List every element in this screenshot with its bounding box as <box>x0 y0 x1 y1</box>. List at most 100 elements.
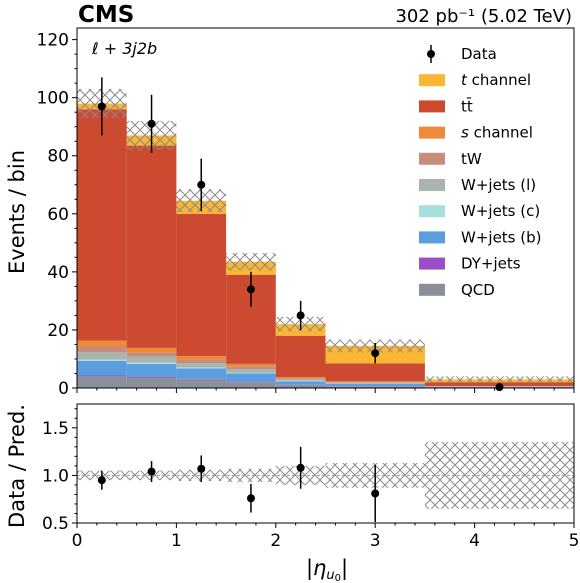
stack-bar <box>275 381 326 385</box>
stack-bar <box>77 375 127 377</box>
unc-box <box>424 376 574 383</box>
data-point <box>246 285 255 294</box>
data-point <box>296 311 305 320</box>
stack-bar <box>325 363 425 382</box>
y-tick-label: 60 <box>47 205 69 225</box>
legend-entry: DY+jets <box>419 255 521 273</box>
stack-bar <box>77 376 127 388</box>
legend-label: tt̄ <box>461 97 473 116</box>
y-tick-label: 120 <box>37 31 69 51</box>
ratio-panel: 0.5 1.0 1.5 0 1 2 3 4 5 <box>42 403 579 551</box>
ratio-y-ticks: 0.5 1.0 1.5 <box>42 408 77 534</box>
luminosity-label: 302 pb⁻¹ (5.02 TeV) <box>395 6 572 27</box>
stack-bar <box>275 376 326 379</box>
legend-entry: Data <box>427 45 497 63</box>
main-panel: 0 20 40 60 80 100 120 <box>37 27 575 399</box>
category-label: ℓ + 3j2b <box>91 39 157 58</box>
stack-bar <box>275 380 326 382</box>
experiment-label: CMS <box>78 2 134 28</box>
x-tick-label: 3 <box>370 531 381 551</box>
stack-bar <box>77 361 127 376</box>
legend-entry: tW <box>419 150 482 168</box>
stack-bar <box>325 382 425 384</box>
ratio-unc-box <box>226 468 276 483</box>
stack-bar <box>226 366 276 370</box>
ratio-point <box>147 467 156 476</box>
ratio-y-axis-label: Data / Pred. <box>5 404 29 528</box>
ratio-point <box>246 494 255 503</box>
stack-bar <box>126 352 177 357</box>
legend-label: DY+jets <box>461 255 521 273</box>
main-x-ticks <box>76 388 575 393</box>
unc-box <box>226 253 276 271</box>
legend-swatch <box>419 205 445 218</box>
data-point <box>197 180 206 189</box>
stack-bar <box>275 378 326 380</box>
y-tick-label: 40 <box>47 263 69 283</box>
legend-swatch <box>419 126 445 139</box>
legend-swatch <box>419 179 445 191</box>
series-tt- <box>77 109 574 386</box>
stack-bar <box>126 362 177 364</box>
y-tick-label: 100 <box>37 89 69 109</box>
legend-entry: W+jets (b) <box>419 228 542 246</box>
stack-bar <box>176 378 227 380</box>
series-w-jets-b- <box>77 361 574 388</box>
ratio-point <box>371 489 380 498</box>
stack-bar <box>176 213 227 357</box>
legend-label: s channel <box>461 124 533 142</box>
legend-label: W+jets (b) <box>461 228 542 246</box>
ratio-frame <box>76 403 575 524</box>
stack-bar <box>275 335 326 377</box>
stack-bar <box>176 379 227 388</box>
stack-bar <box>126 145 177 348</box>
data-points <box>97 77 504 392</box>
x-axis-label: |ηu0| <box>306 556 348 583</box>
stack-bar <box>226 372 276 374</box>
legend-marker <box>427 50 435 58</box>
y-tick-label: 80 <box>47 147 69 167</box>
y-tick-label: 0 <box>58 379 69 399</box>
stack-bar <box>77 352 127 360</box>
ratio-y-tick-label: 1.0 <box>42 466 69 486</box>
stack-bar <box>126 363 177 377</box>
stack-bar <box>77 109 127 341</box>
legend-label: W+jets (c) <box>461 202 540 220</box>
main-y-ticks: 0 20 40 60 80 100 120 <box>37 31 77 399</box>
legend-entry: t channel <box>419 71 531 89</box>
series-w-jets-c- <box>77 359 425 384</box>
stack-bar <box>226 382 276 388</box>
stack-bar <box>226 363 276 367</box>
stack-bar <box>176 368 227 379</box>
stack-bar <box>176 363 227 368</box>
legend-label: QCD <box>461 281 495 299</box>
legend-label: t channel <box>461 71 531 89</box>
legend-swatch <box>419 100 445 113</box>
x-tick-label: 0 <box>72 531 83 551</box>
stack-bar <box>77 359 127 361</box>
legend-label: W+jets (l) <box>461 176 536 194</box>
ratio-point <box>197 464 206 473</box>
legend-label: Data <box>461 45 497 63</box>
y-tick-label: 20 <box>47 321 69 341</box>
legend: Data t channel tt̄ s channel tW W+jets (l) W+j… <box>419 45 542 299</box>
legend-entry: W+jets (c) <box>419 202 540 220</box>
ratio-points <box>97 446 380 523</box>
legend-swatch <box>419 231 445 244</box>
ratio-y-tick-label: 1.5 <box>42 419 69 439</box>
stack-bar <box>77 340 127 347</box>
x-tick-label: 1 <box>171 531 182 551</box>
legend-entry: s channel <box>419 124 533 142</box>
data-point <box>97 102 106 111</box>
stack-bar <box>325 381 425 383</box>
legend-swatch <box>419 257 445 270</box>
ratio-y-tick-label: 0.5 <box>42 514 69 534</box>
stack-bar <box>325 383 425 387</box>
stack-bar <box>126 377 177 388</box>
stack-bar <box>226 373 276 382</box>
ratio-point <box>97 476 106 485</box>
stack-bar <box>226 369 276 373</box>
legend-swatch <box>419 74 445 87</box>
legend-swatch <box>419 152 445 165</box>
